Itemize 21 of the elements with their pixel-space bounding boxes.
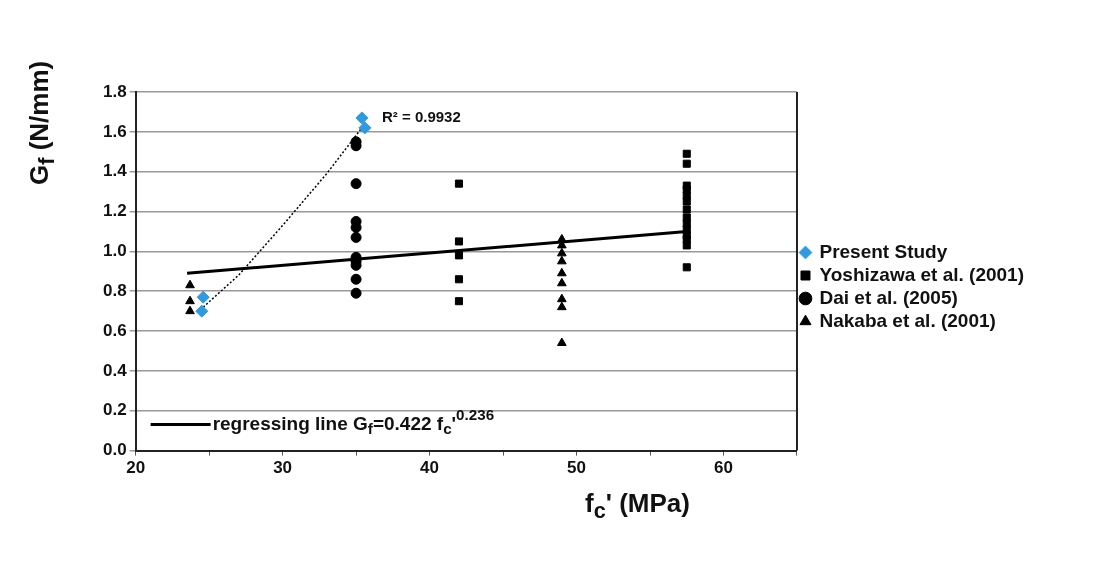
x-tick-label: 40 bbox=[420, 458, 440, 478]
y-tick-label: 1.2 bbox=[102, 201, 127, 221]
x-tick-label: 50 bbox=[567, 458, 586, 478]
y-tick-label: 1.8 bbox=[102, 81, 127, 101]
y-tick-label: 1.6 bbox=[102, 121, 127, 141]
annotation: R² = 0.9932 bbox=[381, 108, 461, 126]
x-tick-label: 20 bbox=[126, 458, 146, 478]
y-tick-label: 1.0 bbox=[102, 241, 127, 261]
legend-label: Yoshizawa et al. (2001) bbox=[819, 263, 1025, 285]
x-tick-label: 30 bbox=[273, 458, 293, 478]
x-tick-label: 60 bbox=[714, 458, 733, 478]
y-tick-label: 1.4 bbox=[102, 161, 128, 181]
y-tick-label: 0.2 bbox=[102, 400, 127, 420]
y-tick-label: 0.8 bbox=[102, 280, 127, 300]
legend-label: Nakaba et al. (2001) bbox=[819, 309, 996, 331]
y-tick-label: 0.0 bbox=[102, 440, 127, 460]
x-axis-title: f$_{c}$' (MPa) bbox=[585, 488, 690, 525]
legend-label: Present Study bbox=[819, 240, 948, 262]
y-tick-label: 0.6 bbox=[102, 320, 127, 340]
y-tick-label: 0.4 bbox=[102, 360, 128, 380]
legend-label: Dai et al. (2005) bbox=[819, 286, 958, 308]
